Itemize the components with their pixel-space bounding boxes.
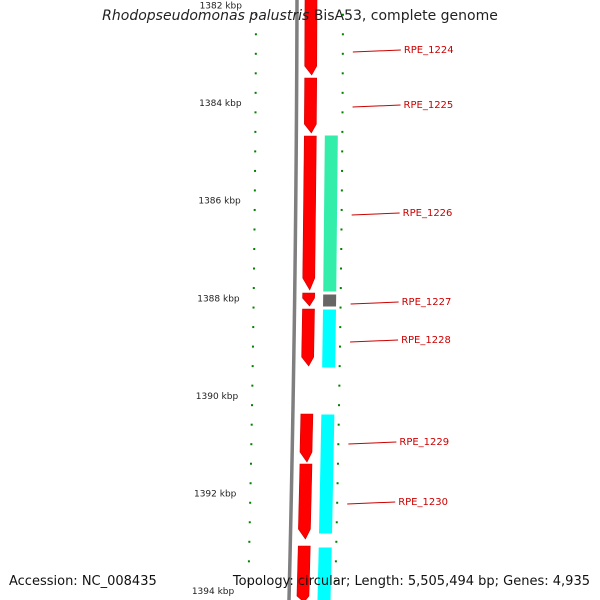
gene-block-cyan: [321, 308, 338, 369]
cds-arrow: [298, 463, 313, 540]
gene-label-rpe-1230: RPE_1230: [398, 497, 448, 508]
kbp-label: 1388 kbp: [197, 294, 240, 304]
kbp-label: 1392 kbp: [194, 490, 237, 500]
gene-label-rpe-1229: RPE_1229: [399, 437, 449, 448]
kbp-label: 1394 kbp: [192, 587, 235, 597]
topology-text: Topology: circular; Length: 5,505,494 bp…: [232, 574, 590, 589]
gene-label-rpe-1227: RPE_1227: [402, 297, 452, 308]
genome-backbone: [287, 0, 299, 600]
feature-layer: [296, 0, 339, 600]
gene-label-leader: [352, 49, 401, 53]
cds-arrow: [302, 135, 317, 291]
tick-layer: [247, 13, 344, 582]
gene-label-rpe-1226: RPE_1226: [403, 208, 453, 219]
gene-label-rpe-1224: RPE_1224: [404, 45, 454, 56]
organism-name: Rhodopseudomonas palustris: [102, 8, 310, 24]
gene-label-leader: [352, 104, 401, 108]
strain-description: BisA53, complete genome: [309, 8, 498, 24]
kbp-label: 1382 kbp: [200, 2, 243, 12]
accession-text: Accession: NC_008435: [9, 574, 157, 589]
cds-arrow: [296, 545, 311, 600]
backbone-layer: [287, 0, 299, 600]
cds-arrow: [302, 292, 316, 307]
cds-arrow: [301, 308, 315, 367]
gene-block-cyan: [316, 546, 333, 600]
gene-label-rpe-1225: RPE_1225: [404, 100, 454, 111]
gene-label-leader: [347, 501, 396, 505]
gene-label-leader: [348, 441, 397, 445]
cds-arrow: [299, 413, 314, 463]
cds-arrow: [304, 0, 318, 76]
gene-label-leader: [350, 339, 399, 343]
gene-block-cyan: [318, 413, 336, 535]
kbp-label: 1386 kbp: [198, 197, 241, 207]
gene-block-gray: [322, 293, 338, 308]
gene-label-leader: [351, 212, 400, 216]
gene-label-leader: [350, 301, 399, 305]
kbp-label: 1384 kbp: [199, 99, 242, 109]
kbp-label: 1390 kbp: [196, 392, 239, 402]
gene-label-rpe-1228: RPE_1228: [401, 335, 451, 346]
map-title: Rhodopseudomonas palustris BisA53, compl…: [0, 8, 600, 24]
gene-block-green: [322, 134, 339, 293]
cds-arrow: [304, 77, 317, 134]
label-layer: 1382 kbp 1384 kbp 1386 kbp 1388 kbp 1390 kbp…: [192, 2, 454, 598]
